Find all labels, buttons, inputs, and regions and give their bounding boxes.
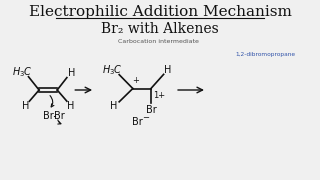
Text: Br: Br [54, 111, 65, 121]
Text: $H_3C$: $H_3C$ [12, 65, 33, 79]
Text: $H_3C$: $H_3C$ [102, 63, 123, 77]
Text: +: + [132, 76, 139, 85]
Text: H: H [67, 101, 75, 111]
Text: 1+: 1+ [153, 91, 165, 100]
FancyArrowPatch shape [50, 96, 54, 107]
Text: Br: Br [44, 111, 54, 121]
Text: H: H [22, 101, 29, 111]
Text: H: H [68, 68, 76, 78]
Text: Br: Br [132, 117, 143, 127]
FancyArrowPatch shape [58, 120, 61, 124]
Text: Br: Br [146, 105, 156, 115]
Text: Carbocation intermediate: Carbocation intermediate [118, 39, 199, 44]
Text: H: H [110, 101, 118, 111]
Text: Br₂ with Alkenes: Br₂ with Alkenes [101, 22, 219, 36]
Text: −: − [142, 114, 149, 123]
Text: Electrophilic Addition Mechanism: Electrophilic Addition Mechanism [28, 5, 292, 19]
Text: H: H [164, 65, 172, 75]
Text: 1,2-dibromopropane: 1,2-dibromopropane [236, 52, 296, 57]
